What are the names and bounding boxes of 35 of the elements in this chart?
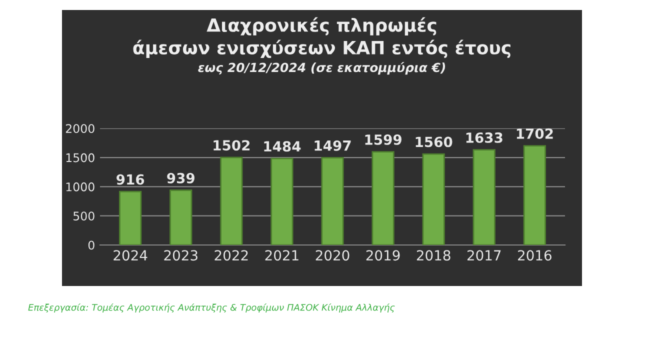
y-tick-label: 1000 — [66, 182, 94, 192]
x-tick-label: 2024 — [114, 250, 148, 261]
bar — [220, 156, 243, 245]
data-label: 1484 — [264, 141, 301, 152]
bar — [119, 190, 142, 245]
x-tick-label: 2020 — [316, 250, 350, 261]
x-tick-label: 2022 — [214, 250, 248, 261]
y-tick-label: 1500 — [66, 153, 94, 162]
y-tick-label: 0 — [88, 240, 94, 250]
data-label: 1633 — [466, 132, 502, 143]
data-label: 1497 — [314, 140, 351, 151]
chart-subtitle: εως 20/12/2024 (σε εκατομμύρια €) — [198, 62, 446, 75]
bar — [170, 190, 192, 245]
x-tick-label: 2016 — [518, 250, 552, 261]
bar — [372, 151, 394, 245]
bar — [270, 158, 294, 245]
y-tick-label: 500 — [74, 212, 94, 220]
data-label: 1502 — [214, 140, 250, 151]
data-label: 1560 — [416, 136, 452, 148]
bar — [523, 145, 546, 245]
x-tick-label: 2019 — [366, 250, 400, 261]
x-tick-label: 2021 — [265, 250, 298, 261]
data-label: 939 — [167, 172, 194, 184]
bar — [321, 157, 344, 245]
chart-title: Διαχρονικές πληρωμές άμεσων ενισχύσεων ΚΑΠ εντός έτους — [133, 17, 510, 58]
data-label: 1702 — [516, 128, 553, 139]
x-tick-label: 2023 — [164, 250, 198, 261]
y-tick-label: 2000 — [66, 124, 94, 134]
x-tick-label: 2018 — [416, 250, 450, 261]
bar — [422, 153, 445, 245]
bar — [472, 149, 496, 245]
x-tick-label: 2017 — [467, 250, 501, 261]
data-label: 1599 — [365, 134, 402, 145]
text: Επεξεργασία: Τομέας Αγροτικής Ανάπτυξης & Τροφίμων ΠΑΣΟΚ Κίνημα Αλλαγής — [28, 303, 395, 313]
data-label: 916 — [116, 174, 144, 185]
